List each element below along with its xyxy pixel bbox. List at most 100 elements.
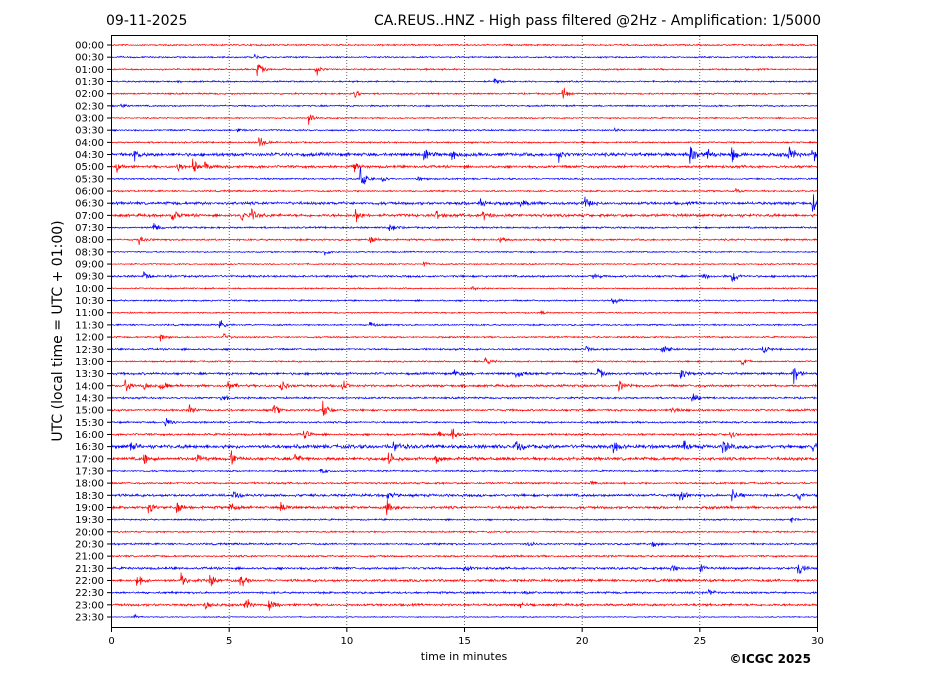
trace-0900 [111,261,818,267]
y-tick-label: 13:00 [75,357,104,368]
trace-2300 [111,599,818,611]
trace-2230 [111,588,818,596]
y-tick-label: 03:00 [75,114,104,125]
trace-0800 [111,236,818,246]
y-tick-label: 23:00 [75,600,104,611]
trace-2030 [111,541,818,548]
y-tick-label: 17:30 [75,466,104,477]
y-tick-label: 08:00 [75,235,104,246]
trace-0930 [111,271,818,283]
y-tick-label: 00:30 [75,53,104,64]
trace-1130 [111,320,818,329]
y-tick-label: 16:30 [75,442,104,453]
trace-0030 [111,53,818,59]
traces [111,43,818,619]
y-tick-label: 01:30 [75,77,104,88]
plot-frame [111,35,818,628]
trace-2100 [111,554,818,559]
x-axis-label: time in minutes [421,650,508,663]
x-tick-label: 25 [693,636,706,647]
trace-2200 [111,572,818,587]
y-tick-label: 06:30 [75,199,104,210]
x-tick-label: 10 [340,636,353,647]
y-tick-label: 06:00 [75,187,104,198]
trace-0530 [111,167,818,185]
x-tick-label: 0 [108,636,114,647]
trace-1400 [111,379,818,393]
trace-1500 [111,400,818,416]
trace-1730 [111,468,818,474]
trace-0330 [111,127,818,133]
grid [228,36,701,628]
trace-0300 [111,114,818,125]
y-axis-label: UTC (local time = UTC + 01:00) [50,220,66,441]
y-tick-label: 23:30 [75,612,104,623]
x-tick-label: 5 [226,636,232,647]
trace-0830 [111,250,818,256]
trace-2130 [111,564,818,574]
y-tick-label: 11:30 [75,320,104,331]
y-tick-label: 05:30 [75,174,104,185]
y-tick-label: 14:00 [75,381,104,392]
y-tick-label: 15:30 [75,418,104,429]
trace-0500 [111,158,818,173]
trace-1900 [111,499,818,516]
trace-0000 [111,43,818,47]
trace-1200 [111,332,818,342]
y-tick-label: 10:00 [75,284,104,295]
y-tick-label: 21:00 [75,552,104,563]
y-tick-label: 02:00 [75,89,104,100]
trace-1030 [111,298,818,305]
trace-0130 [111,78,818,85]
y-tick-label: 08:30 [75,247,104,258]
y-tick-label: 07:30 [75,223,104,234]
trace-0400 [111,137,818,147]
trace-1300 [111,357,818,366]
y-tick-label: 19:30 [75,515,104,526]
y-tick-label: 13:30 [75,369,104,380]
y-tick-label: 17:00 [75,454,104,465]
trace-1430 [111,393,818,402]
trace-1000 [111,286,818,292]
y-tick-label: 10:30 [75,296,104,307]
y-tick-label: 01:00 [75,65,104,76]
trace-0600 [111,187,818,193]
y-tick-label: 05:00 [75,162,104,173]
trace-1600 [111,428,818,440]
y-tick-label: 14:30 [75,393,104,404]
trace-1630 [111,440,818,454]
y-tick-label: 03:30 [75,126,104,137]
y-tick-label: 07:00 [75,211,104,222]
y-tick-label: 12:30 [75,345,104,356]
trace-0630 [111,194,818,212]
x-axis: 0 5 10 15 20 25 30 [108,628,824,647]
y-tick-label: 16:00 [75,430,104,441]
y-tick-label: 02:30 [75,101,104,112]
y-tick-label: 12:00 [75,333,104,344]
x-tick-label: 15 [458,636,471,647]
trace-1330 [111,368,818,385]
y-tick-label: 00:00 [75,41,104,52]
x-tick-label: 30 [811,636,824,647]
y-tick-label: 21:30 [75,564,104,575]
y-tick-label: 04:00 [75,138,104,149]
y-tick-label: 20:00 [75,527,104,538]
trace-1930 [111,517,818,523]
y-tick-label: 19:00 [75,503,104,514]
y-tick-label: 11:00 [75,308,104,319]
y-tick-label: 15:00 [75,406,104,417]
x-tick-label: 20 [576,636,589,647]
y-tick-label: 18:30 [75,491,104,502]
y-tick-label: 09:30 [75,272,104,283]
chart-title: CA.REUS..HNZ - High pass filtered @2Hz -… [374,13,821,29]
y-tick-label: 09:00 [75,260,104,271]
y-tick-label: 20:30 [75,539,104,550]
y-tick-label: 22:30 [75,588,104,599]
trace-0700 [111,208,818,223]
trace-2330 [111,613,818,619]
trace-1100 [111,310,818,315]
trace-1530 [111,418,818,427]
trace-0730 [111,223,818,232]
